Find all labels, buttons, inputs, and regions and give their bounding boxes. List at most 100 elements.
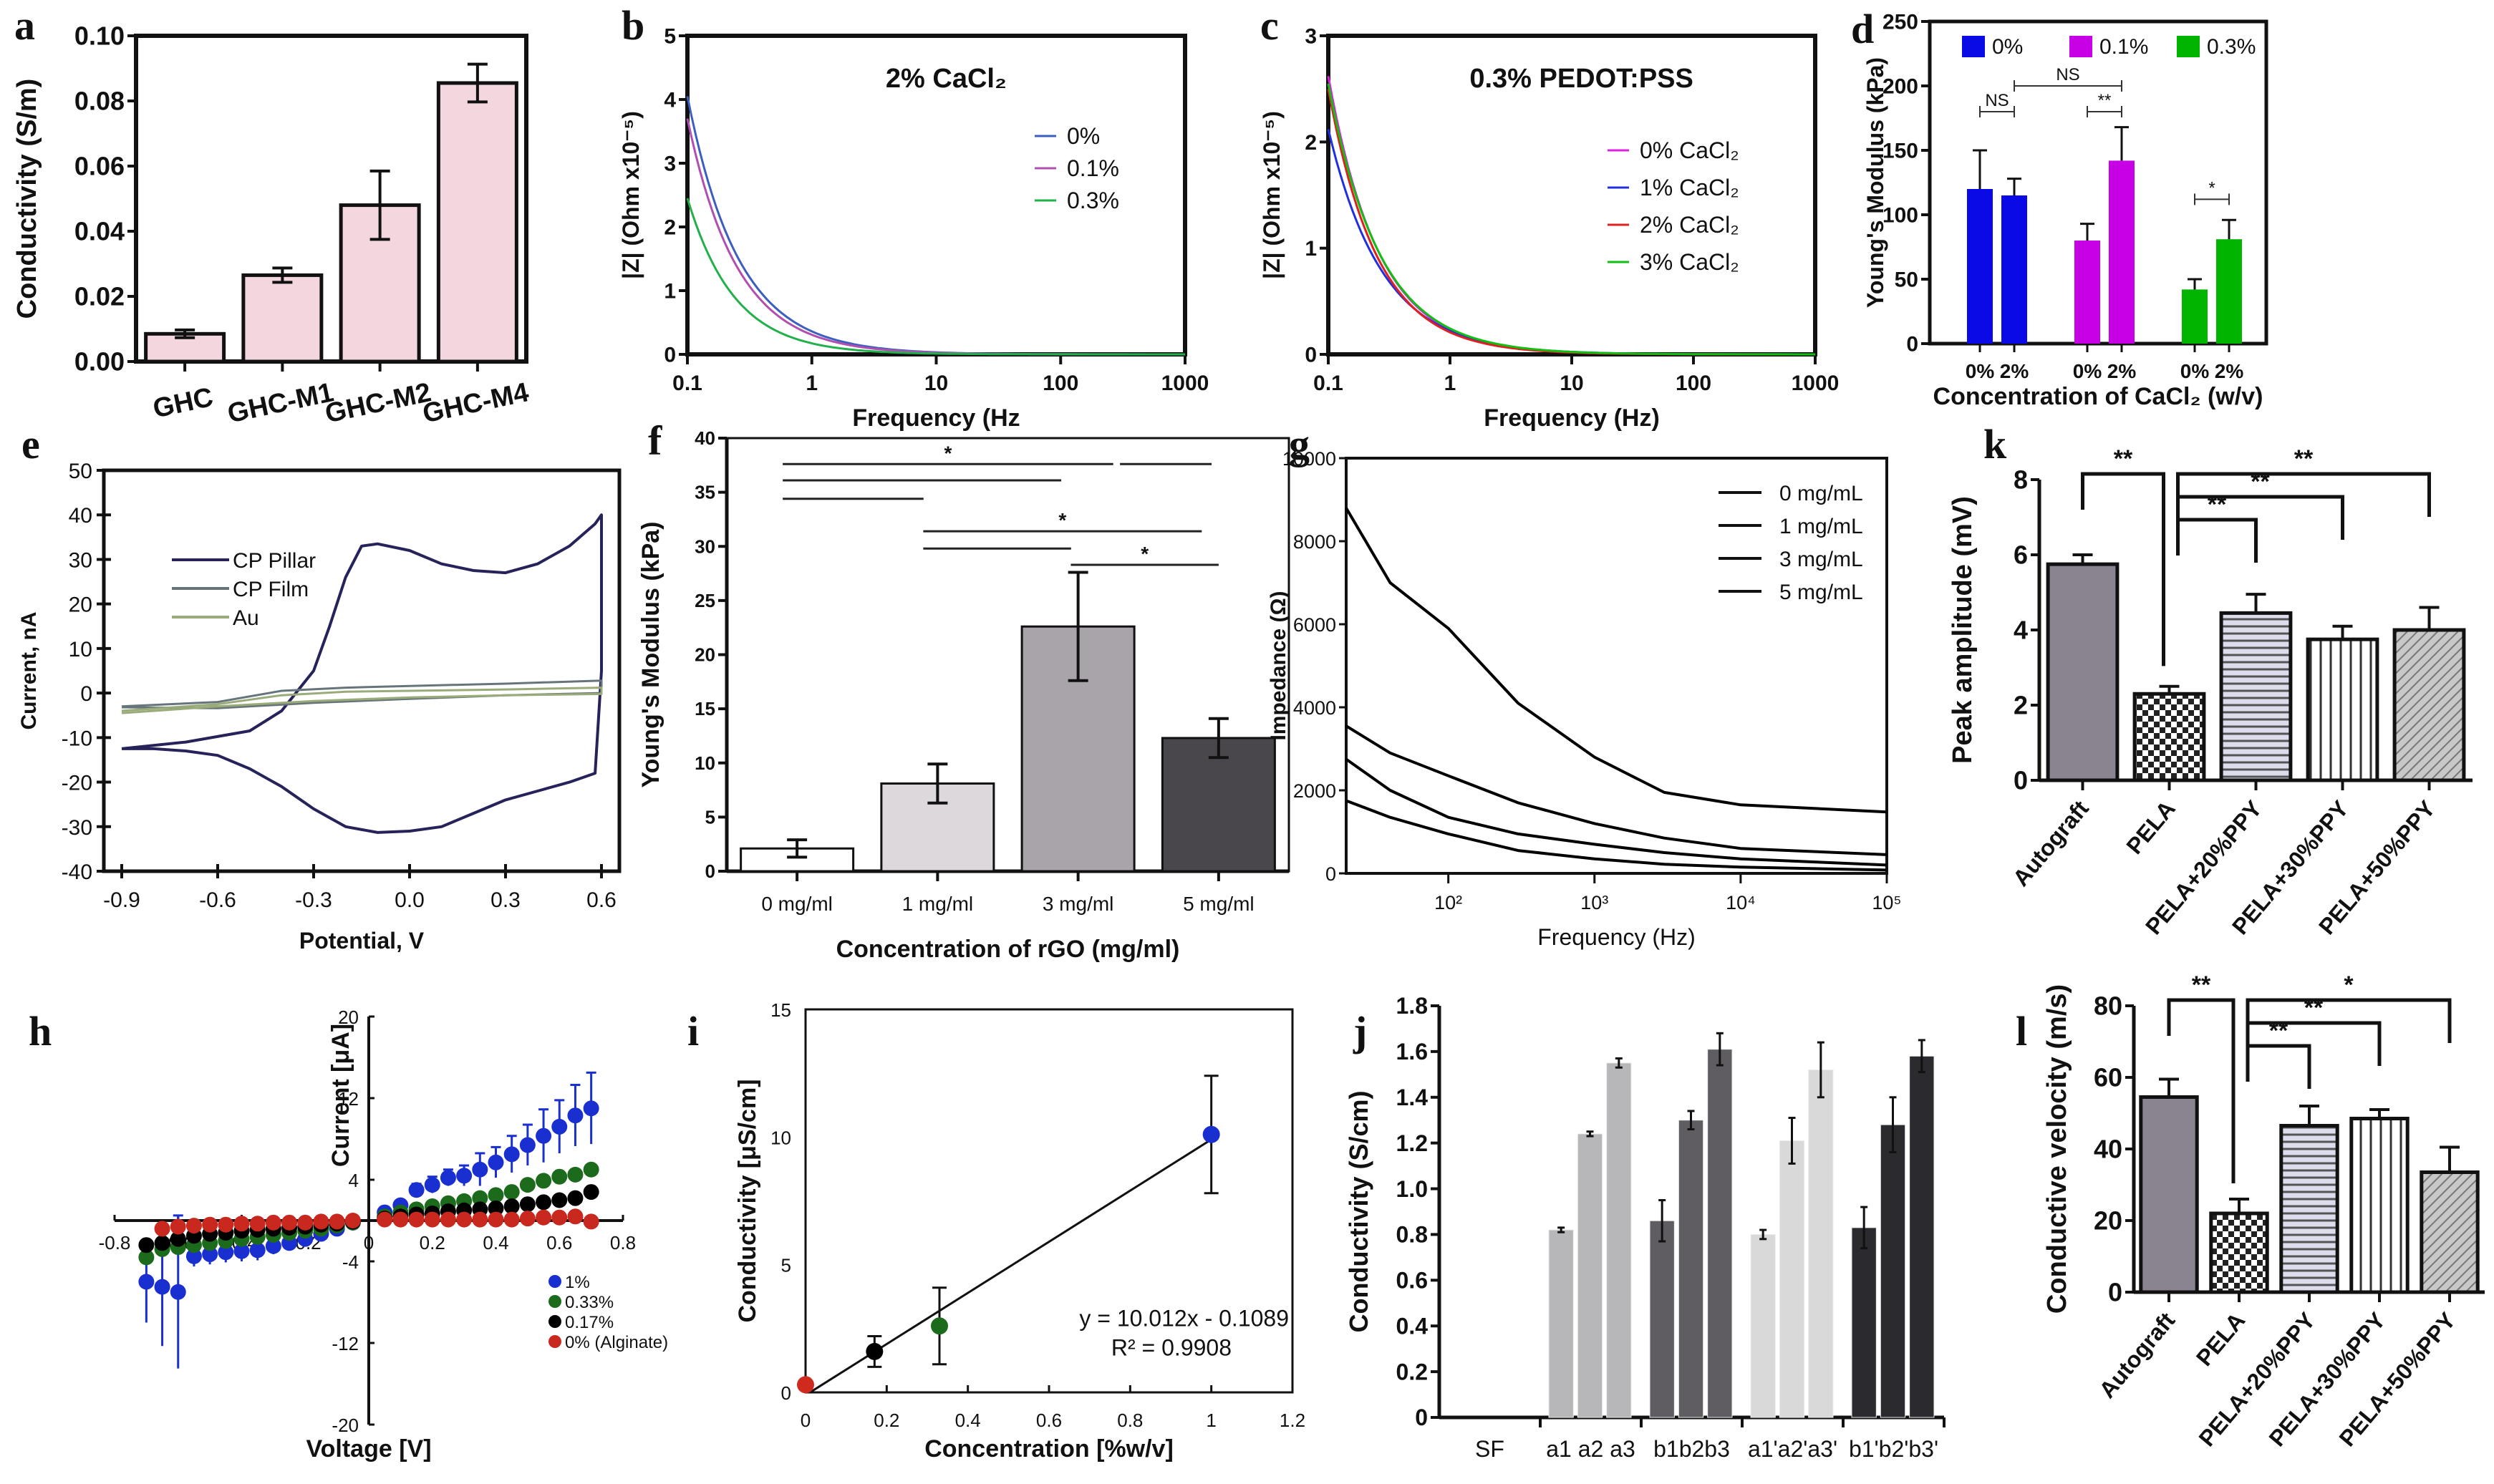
x-tick-label: 0.4 (483, 1232, 508, 1253)
bar (2349, 1117, 2410, 1294)
legend-label: 0.1% (2099, 35, 2148, 59)
x-tick-label: 0% (2073, 360, 2102, 382)
x-tick-label: 1 mg/ml (902, 893, 974, 915)
y-tick-label: 50 (1895, 268, 1918, 292)
series-line (1345, 724, 1888, 856)
y-tick-label: -12 (332, 1333, 359, 1354)
y-tick-label: 8 (2014, 465, 2028, 495)
legend-label: 0.17% (565, 1313, 614, 1332)
x-tick-label: 1 (1444, 372, 1456, 395)
x-axis-label: Frequency (Hz (852, 404, 1020, 432)
x-tick-label: 2% (2215, 360, 2244, 382)
x-tick-label: a1 a2 a3 (1546, 1436, 1635, 1462)
data-point (503, 1211, 520, 1228)
bar (1548, 1229, 1574, 1418)
y-tick-label: 0 (1415, 1405, 1428, 1430)
panel-label-i: i (687, 1008, 699, 1054)
data-point (551, 1209, 568, 1226)
panel-label-f: f (648, 417, 662, 464)
x-tick-label: 0.1 (672, 372, 702, 395)
legend-label: CP Pillar (233, 549, 316, 573)
legend-label: CP Film (233, 578, 309, 601)
y-tick-label: 0.4 (1396, 1313, 1429, 1339)
y-tick-label: 5 (781, 1255, 791, 1276)
x-tick-label: 100 (1676, 372, 1711, 395)
panel-label-e: e (21, 421, 40, 467)
panel-label-g: g (1289, 421, 1310, 467)
y-tick-label: 12 (338, 1088, 359, 1110)
y-tick-label: 20 (338, 1007, 359, 1028)
x-tick-label: -0.9 (103, 888, 140, 912)
x-tick-label: Autograft (2008, 795, 2094, 891)
bar (1909, 1055, 1935, 1418)
data-point (233, 1243, 250, 1259)
x-tick-label: 10³ (1580, 892, 1608, 913)
significance-label: NS (2056, 65, 2079, 84)
x-axis-label: Concentration [%w/v] (924, 1435, 1174, 1463)
data-point (503, 1184, 520, 1201)
x-axis-label: Frequency (Hz) (1537, 924, 1696, 950)
data-point (440, 1211, 456, 1228)
y-tick-label: 2 (664, 216, 676, 240)
legend-label: 0.3% (2207, 35, 2256, 59)
x-tick-label: 2% (2107, 360, 2137, 382)
y-tick-label: -20 (62, 772, 92, 795)
data-point (536, 1194, 552, 1211)
y-tick-label: 1.2 (1396, 1130, 1428, 1156)
series-line (121, 687, 603, 714)
chart-c: 0 1 2 3 0.1 1 10 100 1000 0% CaCl₂ 1% CaCl₂ 2% CaCl… (1259, 25, 1839, 432)
legend-label: 1% CaCl₂ (1640, 175, 1739, 200)
bar (2209, 1211, 2269, 1294)
data-point (377, 1211, 393, 1228)
significance-label: ** (2294, 445, 2314, 472)
legend-label: 0% (1992, 35, 2023, 59)
y-axis-label: Current [μA] (327, 1024, 354, 1167)
y-tick-label: 2 (1305, 131, 1317, 155)
data-point (519, 1211, 536, 1227)
bar (2001, 195, 2027, 344)
x-tick-label: 0 mg/ml (761, 893, 833, 915)
x-tick-label: 0.1 (1313, 372, 1343, 395)
legend-swatch (1962, 36, 1985, 57)
significance-label: * (1141, 543, 1149, 565)
data-point (218, 1216, 234, 1233)
series-line (686, 118, 1185, 356)
data-point (567, 1107, 584, 1124)
significance-bracket (2246, 1044, 2311, 1089)
data-point (297, 1214, 314, 1231)
data-point (472, 1190, 488, 1206)
y-tick-label: 20 (69, 593, 92, 617)
y-tick-label: -20 (332, 1415, 359, 1436)
bar (1880, 1124, 1906, 1418)
y-tick-label: -40 (62, 860, 92, 884)
y-tick-label: 0.00 (74, 347, 125, 377)
x-tick-label: 3 mg/ml (1043, 893, 1114, 915)
y-axis-label: Conductivity [μS/cm] (734, 1079, 761, 1322)
bar (1779, 1140, 1805, 1418)
chart-title: 0.3% PEDOT:PSS (1469, 64, 1693, 94)
x-tick-label: 1 (806, 372, 818, 395)
data-point (265, 1214, 281, 1231)
x-tick-label: GHC (150, 382, 216, 425)
y-tick-label: 250 (1882, 11, 1918, 34)
bar (1649, 1220, 1675, 1418)
x-tick-label: 0.8 (610, 1232, 636, 1253)
x-tick-label: 0% (2180, 360, 2210, 382)
y-tick-label: 50 (69, 460, 92, 483)
y-tick-label: 10 (770, 1127, 791, 1148)
data-point (536, 1127, 552, 1144)
significance-label: ** (2269, 1017, 2288, 1044)
chart-g: 0 2000 4000 6000 8000 10000 10² 10³ 10⁴ 10⁵ 0 mg/m… (1267, 448, 1902, 950)
legend-marker (548, 1275, 561, 1288)
y-tick-label: 35 (695, 482, 715, 503)
data-point (202, 1216, 218, 1233)
y-tick-label: 6 (2014, 540, 2028, 570)
legend-label: 3% CaCl₂ (1640, 249, 1739, 275)
series-line (1345, 757, 1888, 867)
y-tick-label: 0.2 (1396, 1359, 1428, 1384)
y-tick-label: 1.6 (1396, 1039, 1428, 1064)
y-tick-label: 4 (349, 1170, 359, 1191)
x-tick-label: 10⁴ (1726, 892, 1756, 913)
x-axis-label: Concentration of rGO (mg/ml) (836, 936, 1180, 963)
